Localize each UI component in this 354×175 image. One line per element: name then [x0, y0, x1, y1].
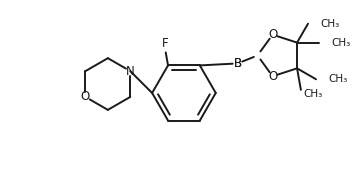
Text: F: F — [162, 37, 169, 50]
Text: O: O — [268, 28, 277, 41]
Text: B: B — [234, 57, 242, 70]
Text: O: O — [81, 90, 90, 103]
Text: CH₃: CH₃ — [304, 89, 323, 99]
Text: CH₃: CH₃ — [328, 74, 347, 84]
Text: O: O — [268, 70, 277, 83]
Text: B: B — [234, 57, 242, 70]
Text: CH₃: CH₃ — [331, 38, 350, 48]
Text: N: N — [126, 65, 135, 78]
Text: CH₃: CH₃ — [320, 19, 339, 29]
